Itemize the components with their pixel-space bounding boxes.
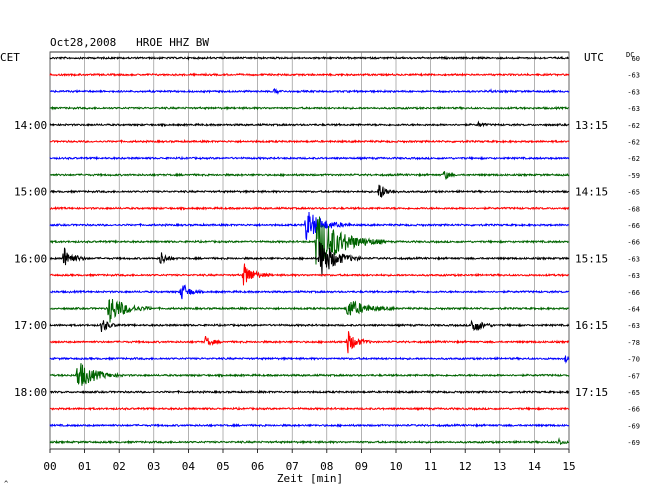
dc-value: -65	[627, 189, 640, 197]
seismic-traces	[49, 55, 570, 446]
x-tick-label: 10	[389, 460, 402, 473]
trace-row-0	[49, 55, 570, 61]
trace-row-20	[49, 389, 570, 395]
trace-row-1	[49, 72, 570, 78]
x-tick-label: 07	[286, 460, 299, 473]
x-tick-label: 09	[355, 460, 368, 473]
trace-row-15	[49, 298, 570, 323]
corner-mark: ^	[4, 480, 8, 488]
dc-value: -68	[627, 205, 640, 213]
dc-value: -78	[627, 339, 640, 347]
dc-value: -66	[627, 406, 640, 414]
trace-row-11	[49, 216, 570, 265]
x-tick-label: 00	[43, 460, 56, 473]
trace-row-13	[49, 263, 570, 286]
left-axis-label: CET	[0, 51, 20, 64]
trace-row-4	[49, 120, 570, 128]
dc-value: -63	[627, 105, 640, 113]
dc-value: -70	[627, 356, 640, 364]
x-tick-label: 05	[216, 460, 229, 473]
trace-row-14	[49, 284, 570, 300]
dc-label: DC	[626, 51, 634, 59]
x-tick-label: 04	[182, 460, 196, 473]
x-tick-label: 03	[147, 460, 160, 473]
dc-value: -64	[627, 306, 640, 314]
x-tick-label: 14	[528, 460, 542, 473]
left-time-label: 14:00	[14, 119, 47, 132]
plot-frame	[49, 51, 570, 450]
dc-value: -63	[627, 255, 640, 263]
minute-grid	[49, 51, 570, 453]
trace-row-8	[49, 184, 570, 199]
x-tick-label: 12	[459, 460, 472, 473]
dc-value: -66	[627, 222, 640, 230]
chart-title: Oct28,2008 HROE HHZ BW	[50, 36, 209, 49]
x-tick-label: 08	[320, 460, 333, 473]
left-time-label: 15:00	[14, 186, 47, 199]
dc-value: -63	[627, 272, 640, 280]
trace-row-10	[49, 211, 570, 240]
trace-row-16	[49, 319, 570, 333]
trace-row-3	[49, 105, 570, 111]
right-time-label: 15:15	[575, 252, 608, 265]
dc-value: -63	[627, 72, 640, 80]
dc-value: -62	[627, 122, 640, 130]
dc-value: -62	[627, 139, 640, 147]
dc-value: -63	[627, 88, 640, 96]
trace-row-7	[50, 171, 570, 181]
x-tick-label: 06	[251, 460, 264, 473]
dc-value: -62	[627, 155, 640, 163]
dc-value: -67	[627, 372, 640, 380]
dc-value: -69	[627, 439, 640, 447]
trace-row-6	[49, 155, 570, 161]
dc-value: -66	[627, 289, 640, 297]
dc-value: -63	[627, 322, 640, 330]
left-time-label: 16:00	[14, 252, 47, 265]
x-axis-label: Zeit [min]	[277, 472, 343, 485]
x-tick-label: 15	[562, 460, 575, 473]
trace-row-9	[49, 205, 570, 211]
x-tick-label: 13	[493, 460, 506, 473]
dc-value: -69	[627, 422, 640, 430]
right-time-label: 17:15	[575, 386, 608, 399]
trace-row-12	[49, 241, 570, 277]
x-tick-label: 02	[113, 460, 126, 473]
trace-row-19	[49, 363, 570, 386]
dc-value: -59	[627, 172, 640, 180]
dc-value: -65	[627, 389, 640, 397]
trace-row-22	[49, 422, 570, 428]
right-time-label: 14:15	[575, 186, 608, 199]
trace-row-2	[49, 88, 570, 95]
axis-labels: 00 01 02 03 04 05 06 07 08 09 10 11 12 13 14 15 60 -63 -63…	[14, 55, 640, 473]
trace-row-17	[49, 331, 570, 354]
trace-row-21	[49, 406, 570, 412]
x-tick-label: 11	[424, 460, 437, 473]
dc-value: 60	[632, 55, 640, 63]
right-time-label: 13:15	[575, 119, 608, 132]
x-tick-label: 01	[78, 460, 91, 473]
trace-row-5	[49, 138, 570, 144]
right-time-label: 16:15	[575, 319, 608, 332]
right-axis-label: UTC	[584, 51, 604, 64]
trace-row-18	[49, 355, 570, 364]
dc-value: -66	[627, 239, 640, 247]
left-time-label: 17:00	[14, 319, 47, 332]
trace-row-23	[49, 437, 570, 446]
left-time-label: 18:00	[14, 386, 47, 399]
